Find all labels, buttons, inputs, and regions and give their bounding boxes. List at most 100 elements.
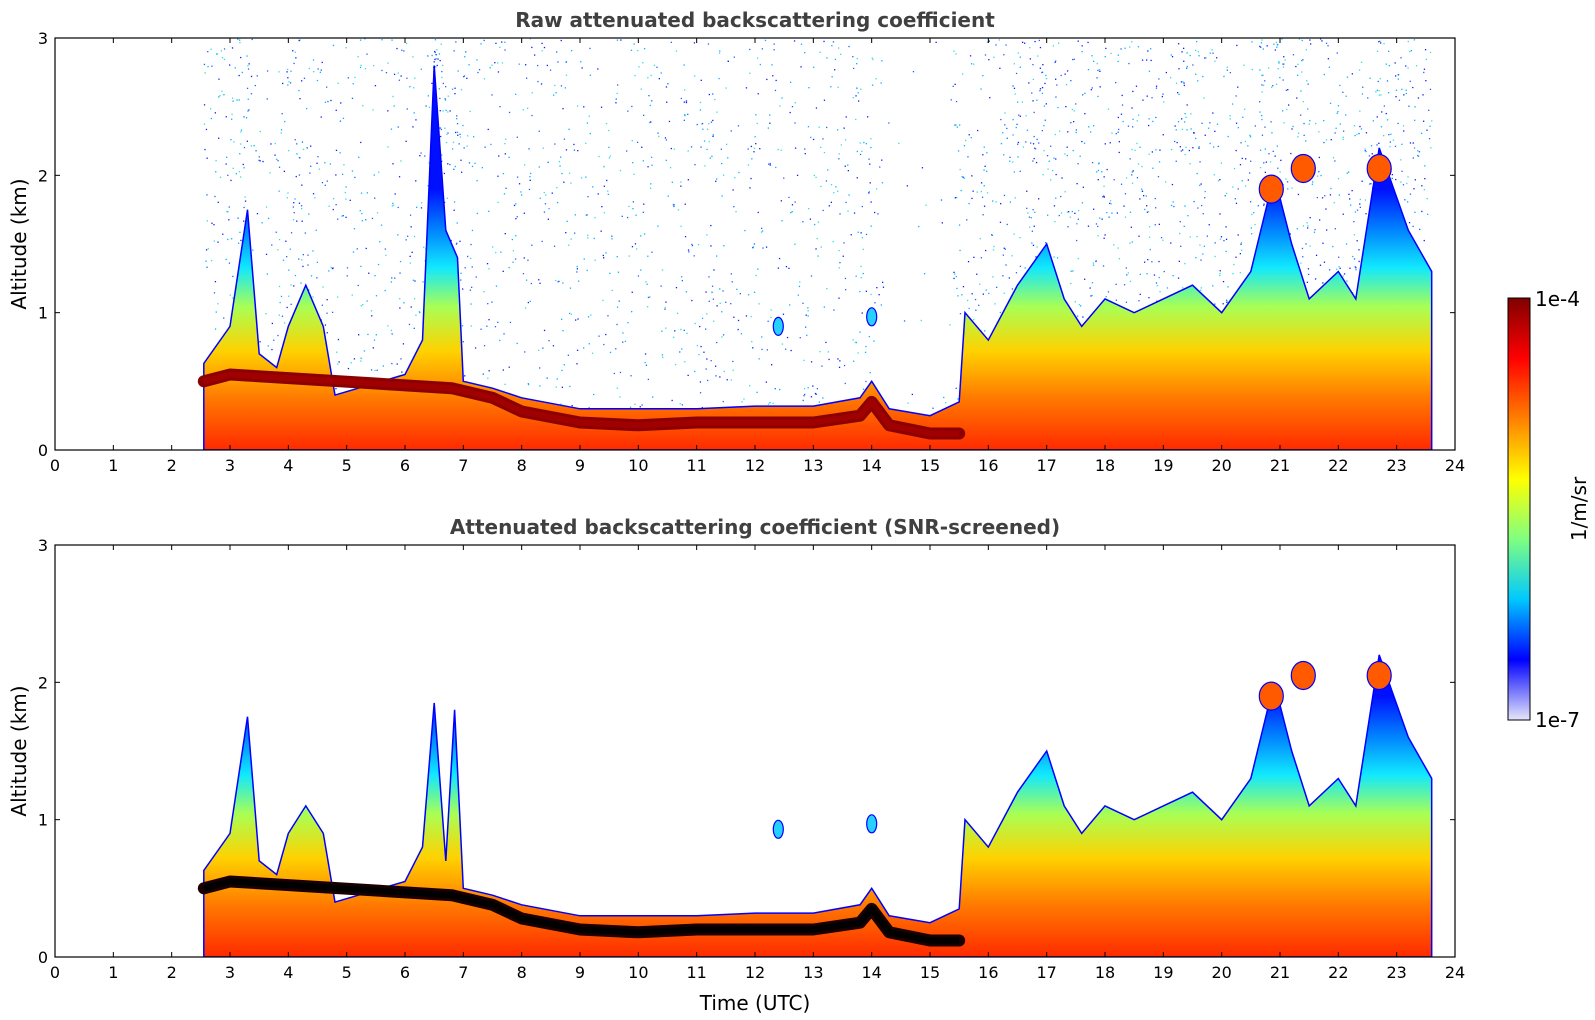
noise-dot [838, 249, 840, 252]
noise-dot [644, 353, 647, 355]
noise-dot [799, 281, 801, 283]
noise-dot [1398, 99, 1401, 101]
noise-dot [1149, 226, 1151, 228]
noise-dot [943, 396, 945, 399]
noise-dot [400, 75, 402, 77]
noise-dot [207, 65, 209, 68]
noise-dot [859, 290, 861, 293]
noise-dot [398, 79, 400, 81]
noise-dot [568, 312, 571, 315]
noise-dot [1275, 83, 1278, 85]
noise-dot [1261, 91, 1263, 93]
noise-dot [1338, 194, 1340, 196]
noise-dot [1158, 223, 1160, 225]
noise-dot [286, 256, 288, 258]
noise-dot [518, 63, 520, 65]
noise-dot [1131, 174, 1133, 176]
noise-dot [401, 371, 403, 373]
noise-dot [335, 149, 338, 151]
noise-dot [709, 157, 711, 159]
noise-dot [984, 165, 986, 167]
noise-dot [802, 302, 804, 304]
noise-dot [1184, 113, 1186, 115]
noise-dot [223, 317, 225, 319]
noise-dot [215, 160, 217, 162]
noise-dot [1360, 128, 1363, 130]
noise-dot [265, 253, 268, 255]
noise-dot [225, 258, 227, 261]
noise-dot [982, 293, 984, 295]
noise-dot [935, 41, 937, 43]
noise-dot [488, 370, 490, 372]
noise-dot [812, 385, 814, 387]
noise-dot [543, 211, 546, 213]
noise-dot [390, 128, 393, 130]
noise-dot [302, 265, 304, 268]
noise-dot [970, 137, 972, 139]
noise-dot [968, 134, 970, 136]
noise-dot [483, 291, 485, 293]
noise-dot [607, 193, 609, 195]
noise-dot [409, 262, 411, 264]
noise-dot [1029, 226, 1031, 228]
noise-dot [399, 260, 402, 263]
noise-dot [1091, 55, 1093, 57]
noise-dot [1274, 155, 1276, 157]
noise-dot [569, 385, 571, 388]
noise-dot [683, 113, 686, 116]
noise-dot [634, 403, 636, 405]
noise-dot [816, 388, 818, 390]
noise-dot [381, 39, 383, 41]
noise-dot [1358, 260, 1360, 263]
noise-dot [239, 39, 241, 41]
noise-dot [301, 220, 303, 222]
noise-dot [1377, 80, 1379, 83]
panel-screened-y-label: Altitude (km) [7, 685, 31, 816]
noise-dot [711, 291, 713, 294]
noise-dot [1138, 300, 1140, 302]
noise-dot [1003, 292, 1005, 294]
noise-dot [1361, 93, 1364, 95]
noise-dot [673, 148, 675, 150]
noise-dot [310, 275, 313, 277]
noise-dot [648, 95, 650, 97]
noise-dot [1233, 167, 1236, 170]
noise-dot [415, 180, 417, 182]
noise-dot [271, 244, 273, 246]
noise-dot [1058, 42, 1060, 44]
noise-dot [370, 369, 373, 371]
noise-dot [875, 188, 878, 190]
noise-dot [232, 100, 234, 102]
noise-dot [227, 238, 229, 241]
noise-dot [628, 205, 630, 208]
noise-dot [961, 176, 963, 178]
noise-dot [808, 87, 810, 89]
noise-dot [1170, 242, 1172, 244]
noise-dot [837, 190, 839, 192]
noise-dot [352, 251, 355, 253]
noise-dot [1289, 233, 1291, 235]
noise-dot [1029, 58, 1031, 60]
noise-dot [512, 250, 514, 252]
noise-dot [1346, 76, 1349, 78]
noise-dot [681, 404, 683, 406]
noise-dot [1407, 67, 1409, 69]
noise-dot [712, 134, 714, 136]
noise-dot [701, 122, 704, 125]
noise-dot [328, 205, 330, 207]
noise-dot [288, 150, 290, 152]
noise-dot [749, 385, 751, 387]
noise-dot [968, 202, 970, 205]
noise-dot [387, 110, 389, 112]
noise-dot [1414, 106, 1416, 108]
noise-dot [751, 158, 753, 160]
noise-dot [771, 64, 773, 66]
noise-dot [1329, 269, 1331, 271]
noise-dot [504, 153, 506, 155]
noise-dot [1186, 67, 1188, 69]
noise-dot [371, 315, 373, 317]
noise-dot [280, 295, 283, 298]
noise-dot [737, 125, 740, 127]
noise-dot [968, 307, 970, 310]
noise-dot [771, 364, 773, 366]
